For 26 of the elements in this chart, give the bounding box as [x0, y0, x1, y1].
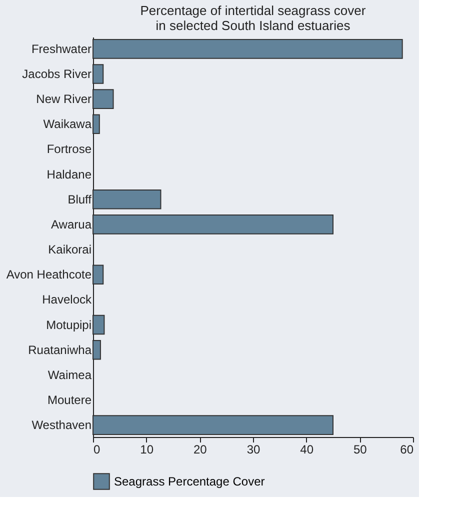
legend-label: Seagrass Percentage Cover: [114, 474, 265, 488]
y-tick-label: Jacobs River: [22, 66, 92, 81]
y-tick-label: Waimea: [48, 368, 92, 382]
x-tick-label: 30: [246, 442, 260, 456]
x-tick-label: 10: [140, 442, 154, 456]
y-tick-label: Avon Heathcote: [6, 268, 92, 282]
y-tick-label: Havelock: [42, 292, 92, 307]
y-tick-label: Ruataniwha: [28, 342, 92, 357]
x-tick-label: 50: [353, 442, 368, 456]
y-tick-label: Motupipi: [46, 318, 92, 332]
x-tick-label: 0: [94, 442, 100, 456]
y-tick-label: Bluff: [68, 192, 92, 206]
y-tick-label: Freshwater: [31, 42, 92, 56]
y-tick-label: Moutere: [47, 393, 92, 408]
text: Percentage of intertidal seagrass cover: [140, 3, 366, 18]
y-tick-label: Fortrose: [46, 142, 92, 156]
x-tick-label: 60: [400, 442, 414, 456]
x-tick-label: 20: [193, 442, 208, 456]
y-tick-label: Haldane: [46, 167, 92, 182]
y-tick-label: Waikawa: [43, 117, 92, 132]
text: in selected South Island estuaries: [156, 18, 350, 33]
y-tick-label: New River: [36, 92, 92, 106]
y-tick-label: Kaikorai: [48, 242, 92, 257]
y-tick-label: Awarua: [51, 217, 92, 232]
y-tick-label: Westhaven: [32, 418, 92, 432]
x-tick-label: 40: [300, 442, 314, 456]
